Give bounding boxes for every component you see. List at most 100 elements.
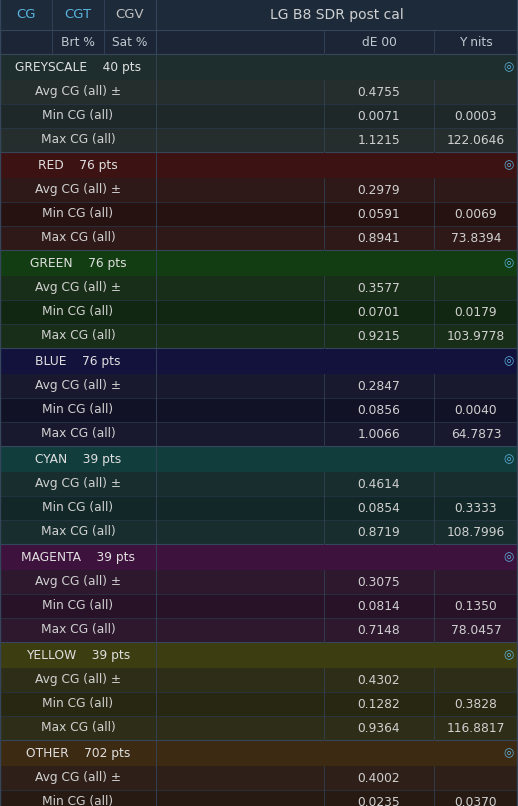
Text: 0.0003: 0.0003 bbox=[455, 110, 497, 123]
Bar bbox=[0, 446, 518, 472]
Bar bbox=[0, 250, 518, 276]
Text: Avg CG (all) ±: Avg CG (all) ± bbox=[35, 771, 121, 784]
Text: 0.0235: 0.0235 bbox=[357, 796, 400, 806]
Text: Avg CG (all) ±: Avg CG (all) ± bbox=[35, 674, 121, 687]
Bar bbox=[0, 716, 518, 740]
Bar bbox=[0, 398, 518, 422]
Text: 0.3075: 0.3075 bbox=[357, 575, 400, 588]
Text: ◎: ◎ bbox=[503, 159, 513, 172]
Text: 108.7996: 108.7996 bbox=[447, 526, 505, 538]
Bar bbox=[0, 594, 518, 618]
Text: 0.4755: 0.4755 bbox=[357, 85, 400, 98]
Bar bbox=[0, 740, 518, 766]
Text: ◎: ◎ bbox=[503, 60, 513, 73]
Text: Min CG (all): Min CG (all) bbox=[42, 404, 113, 417]
Text: CGT: CGT bbox=[64, 9, 92, 22]
Bar bbox=[0, 104, 518, 128]
Bar bbox=[0, 348, 518, 374]
Text: 78.0457: 78.0457 bbox=[451, 624, 501, 637]
Text: RED    76 pts: RED 76 pts bbox=[38, 159, 118, 172]
Text: Min CG (all): Min CG (all) bbox=[42, 697, 113, 711]
Text: Min CG (all): Min CG (all) bbox=[42, 501, 113, 514]
Text: Max CG (all): Max CG (all) bbox=[40, 526, 116, 538]
Bar bbox=[0, 790, 518, 806]
Text: 1.0066: 1.0066 bbox=[358, 427, 400, 441]
Text: 0.0814: 0.0814 bbox=[357, 600, 400, 613]
Text: 0.0854: 0.0854 bbox=[357, 501, 400, 514]
Text: 0.4002: 0.4002 bbox=[358, 771, 400, 784]
Text: 1.1215: 1.1215 bbox=[357, 134, 400, 147]
Text: 0.3333: 0.3333 bbox=[455, 501, 497, 514]
Bar bbox=[0, 374, 518, 398]
Text: Brt %: Brt % bbox=[61, 35, 95, 48]
Text: Max CG (all): Max CG (all) bbox=[40, 231, 116, 244]
Text: Max CG (all): Max CG (all) bbox=[40, 624, 116, 637]
Bar bbox=[0, 80, 518, 104]
Bar bbox=[0, 54, 518, 80]
Bar bbox=[156, 0, 518, 30]
Bar bbox=[0, 520, 518, 544]
Bar bbox=[0, 202, 518, 226]
Text: Min CG (all): Min CG (all) bbox=[42, 207, 113, 221]
Text: ◎: ◎ bbox=[503, 649, 513, 662]
Bar bbox=[0, 276, 518, 300]
Text: 0.0069: 0.0069 bbox=[455, 207, 497, 221]
Text: ◎: ◎ bbox=[503, 452, 513, 466]
Text: 116.8817: 116.8817 bbox=[447, 721, 505, 734]
Text: MAGENTA    39 pts: MAGENTA 39 pts bbox=[21, 550, 135, 563]
Text: 0.0071: 0.0071 bbox=[358, 110, 400, 123]
Text: LG B8 SDR post cal: LG B8 SDR post cal bbox=[270, 8, 404, 22]
Text: 0.1350: 0.1350 bbox=[455, 600, 497, 613]
Text: ◎: ◎ bbox=[503, 256, 513, 269]
Bar bbox=[0, 422, 518, 446]
Text: 0.7148: 0.7148 bbox=[357, 624, 400, 637]
Text: Min CG (all): Min CG (all) bbox=[42, 796, 113, 806]
Text: 73.8394: 73.8394 bbox=[451, 231, 501, 244]
Text: CYAN    39 pts: CYAN 39 pts bbox=[35, 452, 121, 466]
Text: 0.4302: 0.4302 bbox=[358, 674, 400, 687]
Text: Y nits: Y nits bbox=[459, 35, 493, 48]
Bar bbox=[0, 226, 518, 250]
Text: YELLOW    39 pts: YELLOW 39 pts bbox=[26, 649, 130, 662]
Text: 122.0646: 122.0646 bbox=[447, 134, 505, 147]
Text: Max CG (all): Max CG (all) bbox=[40, 427, 116, 441]
Text: 0.0040: 0.0040 bbox=[455, 404, 497, 417]
Text: BLUE    76 pts: BLUE 76 pts bbox=[35, 355, 121, 368]
Text: 103.9778: 103.9778 bbox=[447, 330, 505, 343]
Bar bbox=[0, 766, 518, 790]
Text: Avg CG (all) ±: Avg CG (all) ± bbox=[35, 85, 121, 98]
Text: 0.2847: 0.2847 bbox=[357, 380, 400, 393]
Text: 0.4614: 0.4614 bbox=[358, 477, 400, 491]
Text: 0.3577: 0.3577 bbox=[357, 281, 400, 294]
Text: GREEN    76 pts: GREEN 76 pts bbox=[30, 256, 126, 269]
Text: Max CG (all): Max CG (all) bbox=[40, 721, 116, 734]
Bar bbox=[0, 618, 518, 642]
Text: 0.0701: 0.0701 bbox=[358, 305, 400, 318]
Bar bbox=[0, 152, 518, 178]
Text: 0.2979: 0.2979 bbox=[358, 184, 400, 197]
Bar bbox=[0, 0, 156, 30]
Text: OTHER    702 pts: OTHER 702 pts bbox=[26, 746, 130, 759]
Bar bbox=[0, 128, 518, 152]
Bar bbox=[0, 692, 518, 716]
Bar bbox=[0, 324, 518, 348]
Text: 0.0179: 0.0179 bbox=[455, 305, 497, 318]
Bar bbox=[0, 472, 518, 496]
Text: Avg CG (all) ±: Avg CG (all) ± bbox=[35, 380, 121, 393]
Text: Sat %: Sat % bbox=[112, 35, 148, 48]
Text: 0.1282: 0.1282 bbox=[357, 697, 400, 711]
Bar bbox=[0, 570, 518, 594]
Text: Avg CG (all) ±: Avg CG (all) ± bbox=[35, 281, 121, 294]
Text: ◎: ◎ bbox=[503, 746, 513, 759]
Text: dE 00: dE 00 bbox=[362, 35, 396, 48]
Text: Min CG (all): Min CG (all) bbox=[42, 600, 113, 613]
Bar bbox=[0, 178, 518, 202]
Text: Avg CG (all) ±: Avg CG (all) ± bbox=[35, 575, 121, 588]
Text: Min CG (all): Min CG (all) bbox=[42, 110, 113, 123]
Text: Max CG (all): Max CG (all) bbox=[40, 330, 116, 343]
Text: 64.7873: 64.7873 bbox=[451, 427, 501, 441]
Text: Min CG (all): Min CG (all) bbox=[42, 305, 113, 318]
Text: CG: CG bbox=[16, 9, 36, 22]
Text: ◎: ◎ bbox=[503, 550, 513, 563]
Bar bbox=[156, 30, 518, 54]
